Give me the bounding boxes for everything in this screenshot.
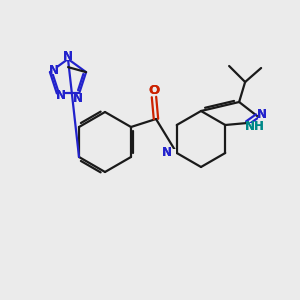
Text: N: N [257, 109, 267, 122]
Text: N: N [162, 146, 172, 160]
Text: O: O [148, 83, 160, 97]
Text: NH: NH [245, 121, 265, 134]
Text: N: N [73, 92, 83, 105]
Bar [57, 92, 65, 99]
Text: N: N [49, 64, 59, 76]
Bar [168, 149, 176, 157]
Text: N: N [73, 92, 83, 105]
Text: N: N [162, 146, 172, 160]
Text: N: N [56, 89, 66, 102]
Bar [248, 123, 262, 131]
Text: N: N [257, 109, 267, 122]
Text: N: N [49, 64, 59, 76]
Text: N: N [63, 50, 73, 62]
Text: N: N [63, 50, 73, 62]
Text: NH: NH [245, 121, 265, 134]
Bar [258, 111, 266, 119]
Bar [64, 52, 72, 60]
Bar [50, 66, 58, 74]
Bar [74, 94, 82, 102]
Bar [150, 86, 158, 94]
Text: O: O [148, 83, 160, 97]
Text: N: N [56, 89, 66, 102]
